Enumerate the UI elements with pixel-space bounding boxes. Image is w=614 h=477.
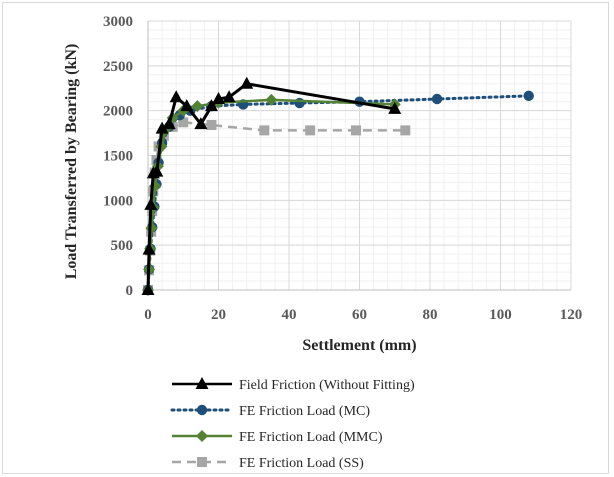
data-point-triangle bbox=[240, 76, 254, 89]
gridlines bbox=[147, 20, 572, 291]
series-group bbox=[141, 76, 534, 296]
x-tick-label: 60 bbox=[352, 307, 367, 323]
series-line bbox=[146, 121, 406, 291]
x-tick-label: 20 bbox=[211, 307, 226, 323]
data-point-square bbox=[305, 125, 316, 136]
legend: Field Friction (Without Fitting) FE Frict… bbox=[170, 377, 415, 471]
y-axis-title: Load Transferred by Bearing (kN) bbox=[63, 44, 80, 280]
legend-marker-diamond bbox=[196, 430, 208, 442]
x-axis-title: Settlement (mm) bbox=[302, 337, 416, 354]
y-tick-label: 2500 bbox=[103, 59, 133, 75]
data-point-square bbox=[400, 125, 411, 136]
data-point-triangle bbox=[204, 99, 218, 112]
data-point-circle bbox=[523, 90, 534, 102]
series-4 bbox=[143, 117, 411, 295]
series-1 bbox=[141, 76, 402, 295]
data-point-square bbox=[206, 120, 217, 131]
legend-item: Field Friction (Without Fitting) bbox=[172, 377, 415, 393]
legend-label: FE Friction Load (MMC) bbox=[239, 430, 383, 445]
y-tick-label: 0 bbox=[126, 283, 134, 299]
data-point-triangle bbox=[194, 117, 208, 130]
data-point-triangle bbox=[155, 121, 169, 134]
data-point-triangle bbox=[150, 164, 164, 177]
data-point-triangle bbox=[162, 117, 176, 130]
data-point-diamond bbox=[191, 100, 204, 113]
data-point-circle bbox=[431, 93, 443, 105]
y-tick-label: 1000 bbox=[103, 193, 133, 209]
data-point-circle bbox=[294, 97, 305, 109]
legend-item: FE Friction Load (MC) bbox=[170, 404, 370, 419]
data-point-triangle bbox=[169, 90, 183, 103]
x-tick-label: 40 bbox=[282, 307, 297, 323]
x-tick-label: 120 bbox=[560, 307, 583, 323]
chart-frame bbox=[2, 2, 609, 474]
data-point-diamond bbox=[265, 93, 278, 106]
data-point-triangle bbox=[388, 101, 402, 114]
data-point-square bbox=[259, 125, 270, 136]
y-tick-label: 500 bbox=[111, 238, 134, 254]
data-point-triangle bbox=[141, 283, 155, 295]
legend-marker-triangle bbox=[195, 377, 209, 389]
legend-marker-square bbox=[197, 457, 207, 467]
data-point-square bbox=[178, 117, 189, 128]
data-point-triangle bbox=[144, 197, 158, 210]
legend-item: FE Friction Load (MMC) bbox=[172, 430, 383, 445]
data-point-triangle bbox=[142, 242, 156, 255]
data-point-square bbox=[350, 125, 361, 136]
x-tick-label: 80 bbox=[423, 307, 438, 323]
data-point-triangle bbox=[212, 92, 225, 105]
y-tick-label: 1500 bbox=[103, 149, 133, 165]
data-point-triangle bbox=[180, 99, 194, 112]
legend-label: FE Friction Load (MC) bbox=[239, 404, 370, 419]
legend-marker-circle bbox=[196, 404, 208, 416]
data-point-triangle bbox=[222, 90, 236, 103]
x-tick-label: 0 bbox=[144, 307, 152, 323]
legend-item: FE Friction Load (SS) bbox=[172, 456, 364, 471]
y-tick-label: 3000 bbox=[103, 14, 133, 30]
tick-labels: 0 500 1000 1500 2000 2500 3000 0 20 40 60 80 100 120 bbox=[103, 14, 582, 323]
legend-label: FE Friction Load (SS) bbox=[239, 456, 364, 471]
x-tick-label: 100 bbox=[489, 307, 512, 323]
legend-label: Field Friction (Without Fitting) bbox=[239, 378, 415, 393]
y-tick-label: 2000 bbox=[103, 104, 133, 120]
